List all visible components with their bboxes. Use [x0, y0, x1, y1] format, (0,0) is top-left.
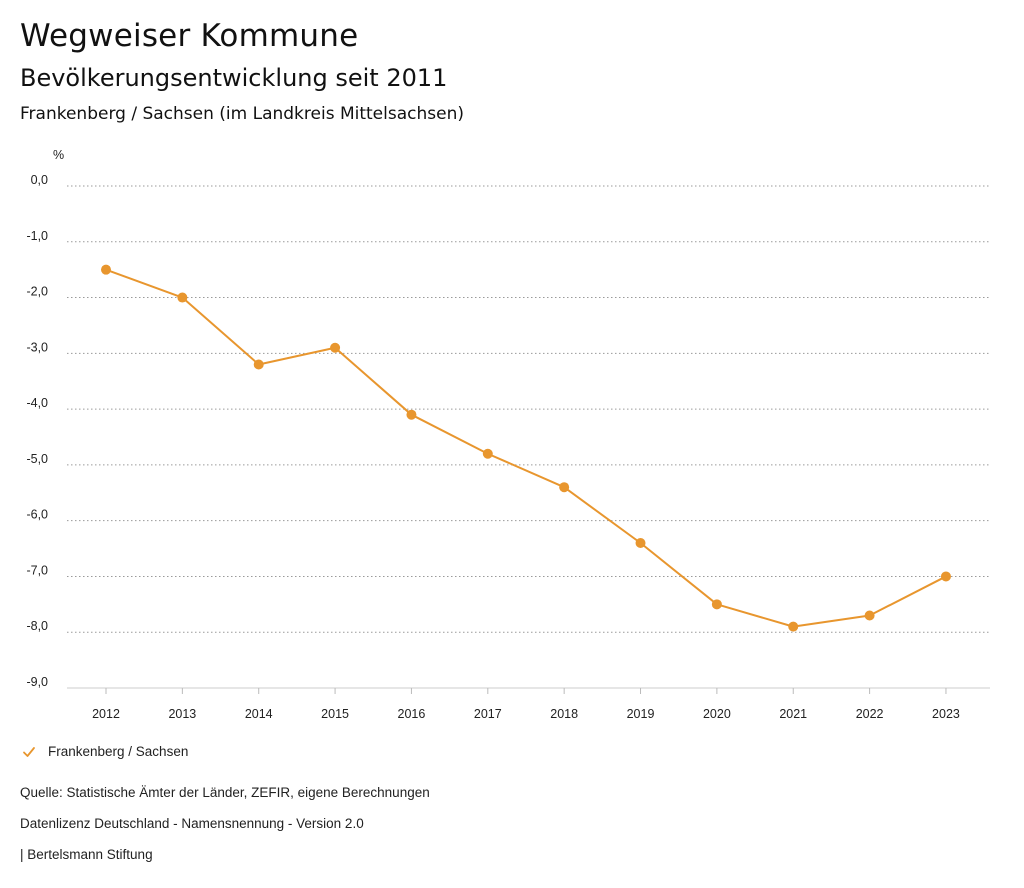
series-group	[101, 264, 951, 632]
line-chart: % 0,0 -1,0 -2,0 -3,0 -4,0 -5,0 -6,0 -7,0 -8,0 -9,…	[26, 148, 990, 721]
x-tick-label: 2021	[779, 707, 807, 721]
region-label: Frankenberg / Sachsen (im Landkreis Mitt…	[20, 104, 464, 124]
data-point[interactable]	[864, 610, 875, 621]
y-tick-label: -3,0	[26, 340, 48, 354]
gridlines	[67, 185, 990, 689]
y-tick-label: -8,0	[26, 619, 48, 633]
source-note: Quelle: Statistische Ämter der Länder, Z…	[20, 785, 430, 800]
data-point[interactable]	[406, 409, 417, 420]
y-tick-label: -2,0	[26, 285, 48, 299]
legend-label: Frankenberg / Sachsen	[48, 744, 189, 759]
x-tick-label: 2020	[703, 707, 731, 721]
y-axis-unit-label: %	[53, 148, 64, 162]
legend[interactable]: Frankenberg / Sachsen	[22, 744, 188, 759]
data-point[interactable]	[711, 599, 722, 610]
y-tick-label: -5,0	[26, 452, 48, 466]
y-tick-label: -4,0	[26, 396, 48, 410]
x-tick-label: 2023	[932, 707, 960, 721]
y-tick-label: -9,0	[26, 675, 48, 689]
x-tick-label: 2014	[245, 707, 273, 721]
y-axis-ticks: 0,0 -1,0 -2,0 -3,0 -4,0 -5,0 -6,0 -7,0 -8,0 -9,0	[26, 173, 48, 689]
x-axis: 2012 2013 2014 2015 2016 2017 2018 2019 2020 2021…	[67, 687, 990, 721]
publisher-note: | Bertelsmann Stiftung	[20, 847, 153, 862]
data-point[interactable]	[940, 571, 951, 582]
y-tick-label: -6,0	[26, 508, 48, 522]
x-tick-label: 2013	[168, 707, 196, 721]
data-point[interactable]	[101, 264, 111, 275]
legend-check-icon	[23, 746, 35, 757]
data-point[interactable]	[788, 621, 799, 632]
data-point[interactable]	[482, 448, 493, 459]
x-tick-label: 2017	[474, 707, 502, 721]
x-tick-label: 2022	[856, 707, 884, 721]
x-tick-label: 2012	[92, 707, 120, 721]
license-note: Datenlizenz Deutschland - Namensnennung …	[20, 816, 364, 831]
y-tick-label: -7,0	[26, 563, 48, 577]
data-point[interactable]	[330, 342, 341, 353]
data-point[interactable]	[177, 292, 188, 303]
data-point[interactable]	[635, 537, 646, 548]
y-tick-label: -1,0	[26, 229, 48, 243]
y-tick-label: 0,0	[31, 173, 48, 187]
x-tick-label: 2018	[550, 707, 578, 721]
x-tick-label: 2019	[627, 707, 655, 721]
x-tick-label: 2015	[321, 707, 349, 721]
chart-subtitle: Bevölkerungsentwicklung seit 2011	[20, 64, 448, 92]
series-line	[105, 268, 947, 628]
x-tick-label: 2016	[398, 707, 426, 721]
page-title: Wegweiser Kommune	[20, 18, 359, 54]
data-point[interactable]	[253, 359, 264, 370]
data-point[interactable]	[559, 482, 570, 493]
